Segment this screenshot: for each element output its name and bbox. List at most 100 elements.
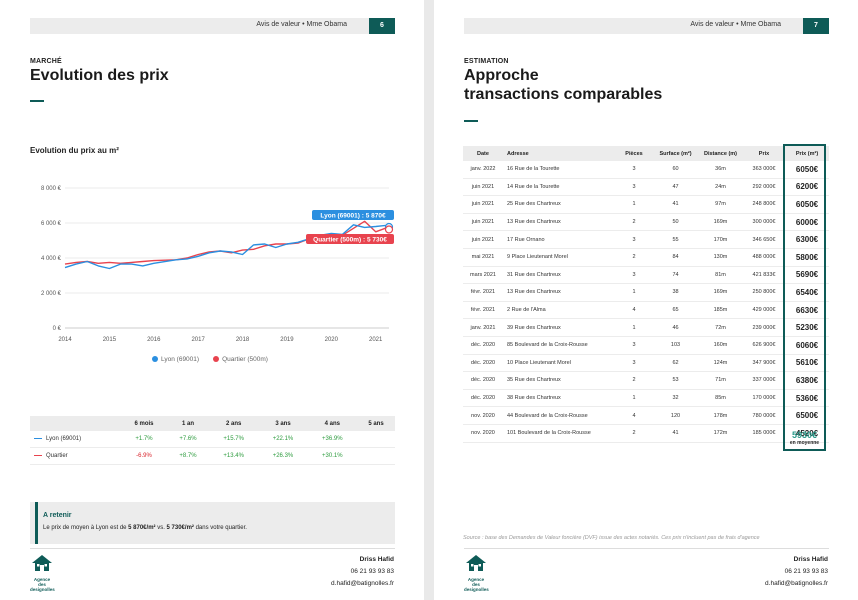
cell-date: déc. 2020 xyxy=(463,354,503,373)
x-tick-label: 2021 xyxy=(369,337,383,343)
cell-rooms: 3 xyxy=(615,354,653,373)
cell-date: nov. 2020 xyxy=(463,406,503,425)
col-address: Adresse xyxy=(503,146,615,161)
perf-header xyxy=(30,416,121,431)
cell-distance: 130m xyxy=(698,248,743,267)
cell-price-m2: 6050€ xyxy=(785,161,829,179)
cell-price-m2: 6300€ xyxy=(785,230,829,249)
cell-surface: 41 xyxy=(653,424,698,443)
header-text: Avis de valeur • Mme Obama xyxy=(256,21,347,28)
quartier-end-marker xyxy=(384,225,394,234)
cell-price: 239 000€ xyxy=(743,318,785,337)
cell-distance: 169m xyxy=(698,283,743,302)
cell-price: 170 000€ xyxy=(743,389,785,408)
page-title-line2: transactions comparables xyxy=(464,86,663,103)
cell-price: 250 800€ xyxy=(743,283,785,302)
cell-price: 248 800€ xyxy=(743,195,785,214)
cell-address: 85 Boulevard de la Croix-Rousse xyxy=(503,336,615,355)
cell-rooms: 3 xyxy=(615,161,653,179)
agent-email[interactable]: d.hafid@batignolles.fr xyxy=(765,580,828,587)
y-tick-label: 6 000 € xyxy=(41,221,62,227)
agent-signature: Driss Hafid 06 21 93 93 83 d.hafid@batig… xyxy=(331,554,394,590)
perf-cell: +7.6% xyxy=(167,431,209,448)
agent-phone[interactable]: 06 21 93 93 83 xyxy=(784,568,828,575)
cell-price-m2: 6000€ xyxy=(785,213,829,232)
cell-surface: 74 xyxy=(653,266,698,285)
agent-name: Driss Hafid xyxy=(793,556,828,563)
perf-row-name: Lyon (69001) xyxy=(46,436,82,442)
cell-distance: 72m xyxy=(698,318,743,337)
transaction-row: janv. 2021 39 Rue des Chartreux 1 46 72m 239 … xyxy=(463,318,829,337)
agent-phone[interactable]: 06 21 93 93 83 xyxy=(350,568,394,575)
cell-rooms: 1 xyxy=(615,195,653,214)
cell-date: janv. 2021 xyxy=(463,318,503,337)
cell-surface: 41 xyxy=(653,195,698,214)
cell-surface: 60 xyxy=(653,161,698,179)
transaction-row: juin 2021 13 Rue des Chartreux 2 50 169m 300 … xyxy=(463,213,829,232)
cell-price-m2: 6380€ xyxy=(785,371,829,390)
performance-table: 6 mois 1 an 2 ans 3 ans 4 ans 5 ans Lyon… xyxy=(30,416,395,465)
perf-cell: +36.9% xyxy=(307,431,357,448)
cell-distance: 172m xyxy=(698,424,743,443)
perf-cell xyxy=(356,431,395,448)
legend-lyon[interactable]: Lyon (69001) xyxy=(152,356,199,363)
header-text: Avis de valeur • Mme Obama xyxy=(690,21,781,28)
cell-date: juin 2021 xyxy=(463,195,503,214)
cell-price-m2: 4520€ xyxy=(785,424,829,443)
cell-price-m2: 5800€ xyxy=(785,248,829,267)
cell-distance: 81m xyxy=(698,266,743,285)
cell-distance: 85m xyxy=(698,389,743,408)
legend-quartier[interactable]: Quartier (500m) xyxy=(213,356,268,363)
agent-email[interactable]: d.hafid@batignolles.fr xyxy=(331,580,394,587)
footer-divider xyxy=(464,548,829,549)
cell-distance: 169m xyxy=(698,213,743,232)
cell-date: juin 2021 xyxy=(463,213,503,232)
cell-date: déc. 2020 xyxy=(463,389,503,408)
cell-date: févr. 2021 xyxy=(463,283,503,302)
cell-rooms: 4 xyxy=(615,301,653,320)
cell-price-m2: 5610€ xyxy=(785,354,829,373)
page-number: 6 xyxy=(369,18,395,34)
takeaway-text: Le prix de moyen à Lyon est de 5 870€/m²… xyxy=(43,525,247,531)
cell-address: 38 Rue des Chartreux xyxy=(503,389,615,408)
average-price: 5930€ en moyenne xyxy=(783,430,826,446)
cell-address: 10 Place Lieutenant Morel xyxy=(503,354,615,373)
col-rooms: Pièces xyxy=(615,146,653,161)
cell-address: 25 Rue des Chartreux xyxy=(503,195,615,214)
cell-address: 39 Rue des Chartreux xyxy=(503,318,615,337)
col-surface: Surface (m²) xyxy=(653,146,698,161)
title-accent-bar xyxy=(30,100,44,102)
cell-price: 488 000€ xyxy=(743,248,785,267)
house-icon xyxy=(32,555,52,571)
cell-address: 13 Rue des Chartreux xyxy=(503,283,615,302)
transaction-row: déc. 2020 35 Rue des Chartreux 2 53 71m 337 0… xyxy=(463,371,829,390)
cell-distance: 36m xyxy=(698,161,743,179)
transaction-row: janv. 2022 16 Rue de la Tourette 3 60 36m 363… xyxy=(463,161,829,179)
cell-date: déc. 2020 xyxy=(463,371,503,390)
perf-header: 2 ans xyxy=(209,416,259,431)
cell-surface: 38 xyxy=(653,283,698,302)
perf-cell xyxy=(356,447,395,465)
cell-address: 35 Rue des Chartreux xyxy=(503,371,615,390)
agent-signature: Driss Hafid 06 21 93 93 83 d.hafid@batig… xyxy=(765,554,828,590)
perf-header: 4 ans xyxy=(307,416,357,431)
cell-price-m2: 6540€ xyxy=(785,283,829,302)
cell-address: 14 Rue de la Tourette xyxy=(503,178,615,197)
cell-price: 626 900€ xyxy=(743,336,785,355)
cell-surface: 65 xyxy=(653,301,698,320)
transaction-row: févr. 2021 2 Rue de l'Alma 4 65 185m 429 000€… xyxy=(463,301,829,320)
cell-price-m2: 5230€ xyxy=(785,318,829,337)
perf-cell: +15.7% xyxy=(209,431,259,448)
page-title-line1: Approche xyxy=(464,67,539,84)
perf-row-quartier: Quartier -6.9% +8.7% +13.4% +26.3% +30.1… xyxy=(30,447,395,465)
transaction-row: juin 2021 14 Rue de la Tourette 3 47 24m 292 … xyxy=(463,178,829,197)
cell-rooms: 1 xyxy=(615,283,653,302)
cell-rooms: 3 xyxy=(615,178,653,197)
house-icon xyxy=(466,555,486,571)
col-date: Date xyxy=(463,146,503,161)
y-tick-label: 0 € xyxy=(53,326,62,332)
key-takeaway-box: A retenir Le prix de moyen à Lyon est de… xyxy=(30,502,395,544)
cell-price-m2: 6060€ xyxy=(785,336,829,355)
x-tick-label: 2015 xyxy=(103,337,117,343)
cell-price: 429 000€ xyxy=(743,301,785,320)
